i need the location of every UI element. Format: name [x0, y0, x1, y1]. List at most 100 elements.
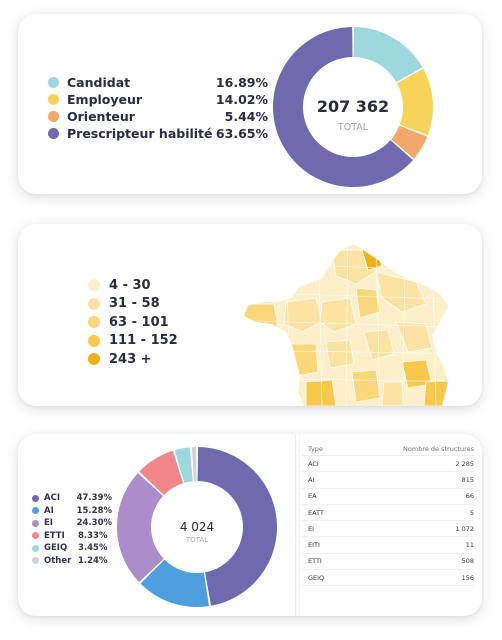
legend-label: Employeur: [67, 92, 143, 107]
profiles-card: Candidat 16.89% Employeur 14.02% Oriente…: [18, 14, 482, 194]
legend-pct: 15.28%: [76, 505, 112, 516]
total-label: TOTAL: [185, 536, 208, 544]
map-legend-item: 111 - 152: [88, 332, 178, 351]
legend-dot: [32, 507, 39, 515]
donut-slice-orienteur[interactable]: [391, 125, 428, 159]
donut-slice-etti[interactable]: [139, 450, 184, 496]
structures-donut-chart: 4 024 TOTAL: [116, 447, 278, 607]
map-legend-item: 4 - 30: [88, 276, 178, 295]
legend-label: Other: [44, 555, 72, 566]
cell-type: EI: [308, 524, 315, 533]
total-label: TOTAL: [337, 122, 369, 133]
table-row: GEIQ 156: [302, 570, 474, 587]
table-row: ACI 2 285: [302, 456, 474, 473]
legend-item-etti: ETTI 8.33%: [32, 530, 112, 543]
donut-slice-employeur[interactable]: [396, 68, 433, 136]
legend-label: 111 - 152: [109, 333, 178, 349]
legend-label: 31 - 58: [109, 296, 160, 312]
cell-count: 2 285: [455, 459, 474, 468]
legend-dot: [32, 544, 39, 552]
donut-slice-ei[interactable]: [116, 473, 164, 583]
legend-pct: 16.89%: [215, 75, 268, 90]
cell-type: AI: [308, 475, 315, 484]
divider: [295, 434, 296, 616]
legend-item-geiq: GEIQ 3.45%: [32, 542, 112, 555]
legend-pct: 47.39%: [76, 493, 112, 504]
table-header: Type Nombre de structures: [302, 442, 474, 456]
legend-item-candidat: Candidat 16.89%: [48, 74, 268, 91]
legend-pct: 8.33%: [78, 530, 108, 541]
cell-count: 1 072: [455, 524, 474, 533]
donut-slice-prescripteur-habilit-[interactable]: [273, 27, 413, 187]
map-legend-item: 63 - 101: [88, 313, 178, 332]
legend-dot: [32, 519, 39, 527]
map-regions: [244, 244, 448, 406]
divider: [299, 434, 300, 616]
cell-type: EA: [308, 492, 317, 501]
legend-label: ACI: [44, 493, 60, 504]
table-row: EATT 5: [302, 505, 474, 522]
legend-item-employeur: Employeur 14.02%: [48, 91, 268, 108]
table-row: EITI 11: [302, 537, 474, 554]
donut-slice-aci[interactable]: [197, 447, 278, 606]
cell-type: ACI: [308, 459, 319, 468]
table-row: EA 66: [302, 489, 474, 505]
legend-label: 243 +: [109, 351, 152, 367]
legend-dot: [32, 494, 39, 502]
legend-label: ETTI: [44, 530, 65, 541]
donut-slice-ai[interactable]: [140, 559, 210, 607]
legend-label: 63 - 101: [109, 314, 169, 330]
cell-count: 508: [461, 557, 474, 566]
legend-dot: [88, 334, 100, 347]
structures-card: ACI 47.39% AI 15.28% EI 24.30% ETTI 8.33…: [18, 434, 482, 616]
legend-dot: [88, 353, 100, 366]
legend-label: Orienteur: [67, 109, 135, 124]
cell-count: 66: [465, 492, 474, 501]
legend-pct: 1.24%: [78, 555, 108, 566]
total-value: 207 362: [317, 97, 389, 116]
legend-item-orienteur: Orienteur 5.44%: [48, 108, 268, 125]
legend-item-ei: EI 24.30%: [32, 517, 112, 530]
donut-slice-geiq[interactable]: [174, 447, 193, 483]
map-legend-item: 31 - 58: [88, 295, 178, 314]
cell-count: 156: [461, 573, 474, 582]
legend-dot: [48, 94, 59, 105]
cell-type: GEIQ: [308, 573, 325, 582]
legend-label: AI: [44, 505, 54, 516]
legend-dot: [88, 297, 100, 310]
cell-type: ETTI: [308, 557, 322, 566]
legend-dot: [48, 111, 59, 122]
donut-slice-other[interactable]: [191, 447, 197, 482]
legend-dot: [48, 128, 59, 139]
legend-label: EI: [44, 518, 53, 529]
structures-table: Type Nombre de structures ACI 2 285 AI 8…: [302, 442, 474, 587]
legend-dot: [32, 557, 39, 565]
table-row: EI 1 072: [302, 521, 474, 538]
legend-pct: 14.02%: [215, 92, 268, 107]
legend-item-aci: ACI 47.39%: [32, 492, 112, 505]
profiles-legend: Candidat 16.89% Employeur 14.02% Oriente…: [48, 74, 268, 142]
legend-pct: 63.65%: [215, 126, 268, 141]
legend-label: 4 - 30: [109, 277, 151, 293]
structures-legend: ACI 47.39% AI 15.28% EI 24.30% ETTI 8.33…: [32, 492, 112, 567]
legend-pct: 24.30%: [76, 518, 112, 529]
map-card: 4 - 30 31 - 58 63 - 101 111 - 152 243 +: [18, 224, 482, 406]
cell-type: EATT: [308, 508, 324, 517]
donut-slice-candidat[interactable]: [353, 27, 423, 83]
table-row: ETTI 508: [302, 554, 474, 571]
cell-type: EITI: [308, 541, 320, 550]
legend-pct: 3.45%: [78, 543, 108, 554]
cell-count: 815: [461, 475, 474, 484]
legend-item-other: Other 1.24%: [32, 555, 112, 568]
legend-item-prescripteur: Prescripteur habilité 63.65%: [48, 125, 268, 142]
cell-count: 5: [469, 508, 474, 517]
legend-label: Candidat: [67, 75, 131, 90]
legend-label: Prescripteur habilité: [67, 126, 213, 141]
legend-item-ai: AI 15.28%: [32, 505, 112, 518]
column-header-type[interactable]: Type: [308, 444, 323, 453]
legend-pct: 5.44%: [224, 109, 268, 124]
legend-label: GEIQ: [44, 543, 68, 554]
map-legend-item: 243 +: [88, 350, 178, 369]
cell-count: 11: [465, 541, 474, 550]
column-header-count[interactable]: Nombre de structures: [403, 444, 474, 453]
